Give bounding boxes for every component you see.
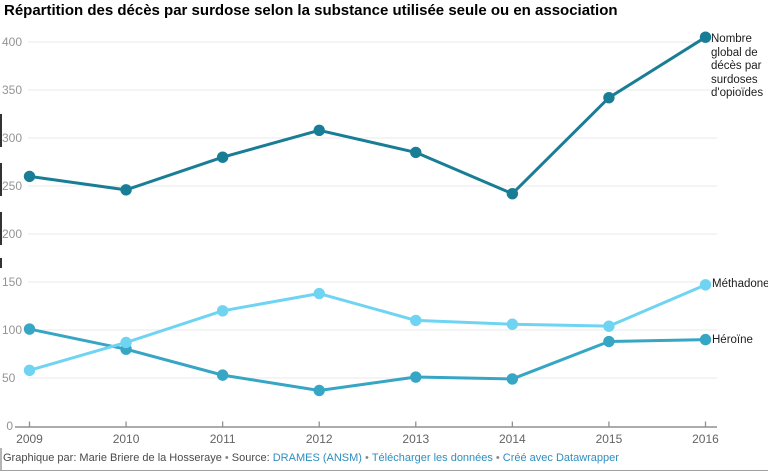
data-point	[120, 336, 132, 349]
footer-credit-link[interactable]: Créé avec Datawrapper	[502, 452, 619, 464]
data-point	[23, 170, 36, 183]
data-point	[23, 323, 36, 335]
y-axis-label: 100	[2, 323, 22, 337]
data-line-1	[28, 283, 707, 372]
y-axis-label: 400	[2, 35, 22, 49]
footer-source-label: Source:	[231, 452, 270, 464]
screen-edge-artifact	[0, 163, 2, 196]
y-axis-label: 200	[2, 227, 22, 241]
x-axis-label: 2010	[113, 432, 140, 446]
data-point	[313, 287, 325, 300]
footer-download-link[interactable]: Télécharger les données	[371, 452, 493, 464]
x-axis-label: 2014	[499, 432, 526, 446]
data-point	[506, 318, 519, 330]
data-point	[506, 373, 519, 385]
data-point	[603, 335, 615, 348]
x-axis-label: 2016	[692, 432, 719, 446]
data-point	[313, 124, 325, 137]
data-point	[216, 305, 229, 317]
y-axis-label: 150	[2, 275, 22, 289]
screen-edge-artifact	[0, 258, 2, 268]
data-line-0	[28, 35, 707, 196]
screen-edge-artifact	[0, 212, 2, 245]
x-axis-label: 2013	[402, 432, 429, 446]
y-axis-label: 0	[6, 419, 13, 433]
y-axis-label: 250	[2, 179, 22, 193]
screen-edge-artifact	[0, 448, 2, 470]
footer: Graphique par: Marie Briere de la Hosser…	[3, 452, 768, 464]
data-point	[216, 369, 229, 381]
legend-heroine-label: Héroïne	[712, 334, 753, 346]
legend-methadone-label: Méthadone	[712, 278, 768, 290]
data-point	[120, 184, 132, 196]
data-point	[699, 31, 712, 43]
data-point	[603, 91, 615, 104]
data-point	[23, 364, 36, 377]
x-axis-label: 2009	[16, 432, 43, 446]
data-point	[603, 320, 615, 332]
data-point	[410, 371, 422, 383]
screen-edge-artifact	[0, 114, 2, 147]
line-chart: 0 50 100 150 200 250 300 350 400 2009 2010 2011 2012…	[2, 31, 719, 446]
footer-byline: Graphique par: Marie Briere de la Hosser…	[3, 452, 222, 464]
y-axis-label: 350	[2, 83, 22, 97]
data-point	[216, 151, 229, 163]
legend-opioids-label: Nombre global de décès par surdoses d'op…	[711, 33, 764, 100]
y-axis-label: 300	[2, 131, 22, 145]
x-axis-label: 2012	[306, 432, 333, 446]
data-point	[699, 279, 712, 291]
footer-separator: •	[364, 452, 369, 464]
x-axis-label: 2015	[596, 432, 623, 446]
data-point	[313, 384, 325, 397]
chart-title: Répartition des décès par surdose selon …	[4, 2, 618, 19]
data-point	[410, 146, 422, 159]
data-point	[410, 314, 422, 327]
data-line-2	[28, 327, 707, 392]
footer-separator: •	[495, 452, 500, 464]
data-point	[699, 333, 712, 346]
footer-source-link[interactable]: DRAMES (ANSM)	[272, 452, 362, 464]
data-point	[506, 187, 519, 200]
footer-separator: •	[224, 452, 229, 464]
y-axis-label: 50	[2, 371, 16, 385]
x-axis-label: 2011	[210, 432, 236, 446]
